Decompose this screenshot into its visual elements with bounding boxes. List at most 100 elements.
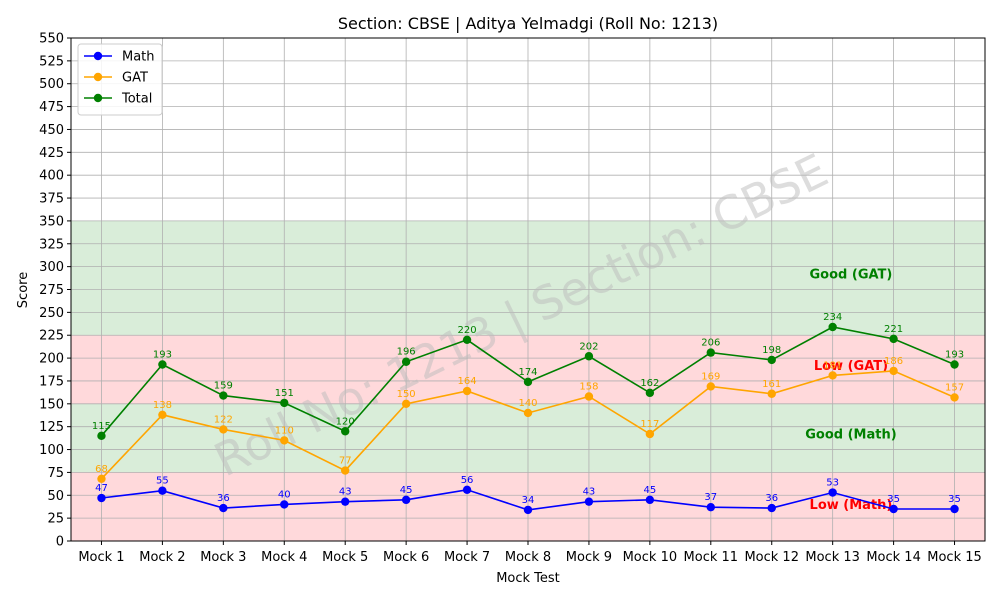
point-total	[97, 431, 106, 441]
point-math	[767, 503, 776, 513]
point-gat	[219, 425, 228, 434]
point-gat	[828, 371, 837, 380]
x-tick-label: Mock 15	[927, 550, 982, 565]
data-label-total: 162	[640, 378, 659, 389]
point-math	[889, 504, 898, 514]
y-tick-label: 500	[39, 77, 64, 92]
point-gat	[645, 429, 655, 439]
point-math	[401, 495, 411, 505]
data-label-gat: 77	[339, 456, 352, 467]
y-tick-label: 275	[39, 283, 64, 298]
x-tick-label: Mock 1	[78, 550, 124, 565]
point-math	[523, 505, 533, 515]
data-label-total: 174	[518, 367, 537, 378]
x-axis-title: Mock Test	[496, 571, 560, 586]
band-annotation: Good (GAT)	[810, 268, 893, 283]
point-total	[219, 391, 228, 400]
data-label-math: 43	[339, 487, 352, 498]
data-label-total: 115	[92, 421, 111, 432]
point-total	[767, 355, 776, 365]
band-annotation: Low (GAT)	[814, 359, 888, 374]
y-tick-label: 525	[39, 54, 64, 69]
legend-marker-total	[93, 93, 103, 103]
data-label-gat: 157	[945, 382, 964, 393]
point-math	[97, 493, 106, 503]
data-label-math: 35	[887, 494, 900, 505]
point-total	[462, 335, 472, 344]
x-tick-label: Mock 13	[805, 550, 860, 565]
x-tick-label: Mock 10	[623, 550, 678, 565]
data-label-math: 36	[765, 493, 778, 504]
band-annotation: Low (Math)	[810, 498, 893, 513]
y-tick-label: 75	[47, 466, 64, 481]
x-tick-label: Mock 3	[200, 550, 246, 565]
data-label-total: 198	[762, 345, 781, 356]
point-gat	[280, 436, 289, 445]
y-tick-label: 350	[39, 214, 64, 229]
data-label-math: 37	[704, 492, 717, 503]
point-gat	[889, 366, 898, 376]
point-math	[828, 488, 837, 497]
y-tick-label: 125	[39, 420, 64, 435]
data-label-gat: 122	[214, 414, 233, 425]
point-total	[889, 334, 898, 344]
y-tick-label: 300	[39, 260, 64, 275]
x-tick-label: Mock 11	[684, 550, 739, 565]
data-label-gat: 181	[823, 360, 842, 371]
data-label-total: 151	[275, 388, 294, 399]
x-tick-label: Mock 6	[383, 550, 429, 565]
legend-marker-math	[93, 51, 103, 61]
y-tick-label: 375	[39, 192, 64, 207]
point-total	[401, 357, 411, 366]
x-tick-label: Mock 4	[261, 550, 307, 565]
point-gat	[706, 382, 715, 391]
band-annotations: Low (Math) Good (Math) Low (GAT) Good (GAT)	[805, 268, 896, 513]
y-tick-label: 325	[39, 237, 64, 252]
data-label-total: 234	[823, 312, 842, 323]
y-tick-label: 100	[39, 443, 64, 458]
y-tick-label: 450	[39, 123, 64, 138]
point-gat	[97, 474, 106, 484]
x-tick-label: Mock 12	[744, 550, 799, 565]
point-gat	[584, 392, 594, 401]
point-gat	[462, 386, 472, 396]
point-gat	[158, 410, 167, 419]
point-total	[523, 377, 533, 387]
point-total	[158, 360, 167, 369]
data-label-gat: 186	[884, 356, 903, 367]
data-label-total: 120	[336, 416, 355, 427]
data-label-total: 202	[579, 341, 598, 352]
point-total	[828, 322, 837, 332]
data-label-gat: 158	[579, 382, 598, 393]
data-label-gat: 110	[275, 425, 294, 436]
y-tick-label: 25	[47, 512, 64, 527]
y-tick-label: 50	[47, 489, 64, 504]
x-tick-label: Mock 9	[566, 550, 612, 565]
data-label-math: 45	[400, 485, 413, 496]
point-gat	[341, 466, 350, 475]
data-label-math: 55	[156, 476, 169, 487]
data-label-total: 193	[153, 349, 172, 360]
x-tick-label: Mock 14	[866, 550, 921, 565]
data-label-total: 206	[701, 338, 720, 349]
data-label-gat: 68	[95, 464, 108, 475]
point-math	[219, 503, 228, 513]
data-label-gat: 169	[701, 371, 720, 382]
y-tick-label: 225	[39, 329, 64, 344]
data-label-total: 193	[945, 349, 964, 360]
point-math	[706, 502, 715, 512]
point-total	[341, 427, 350, 436]
data-label-math: 53	[826, 478, 839, 489]
y-tick-label: 475	[39, 100, 64, 115]
x-tick-label: Mock 5	[322, 550, 368, 565]
data-label-math: 34	[522, 495, 535, 506]
y-tick-label: 0	[56, 535, 64, 550]
legend: Math GAT Total	[77, 43, 163, 116]
data-label-math: 36	[217, 493, 230, 504]
y-tick-label: 425	[39, 146, 64, 161]
band-annotation: Good (Math)	[805, 428, 896, 443]
data-label-math: 43	[583, 487, 596, 498]
point-math	[584, 497, 594, 506]
y-tick-label: 250	[39, 306, 64, 321]
